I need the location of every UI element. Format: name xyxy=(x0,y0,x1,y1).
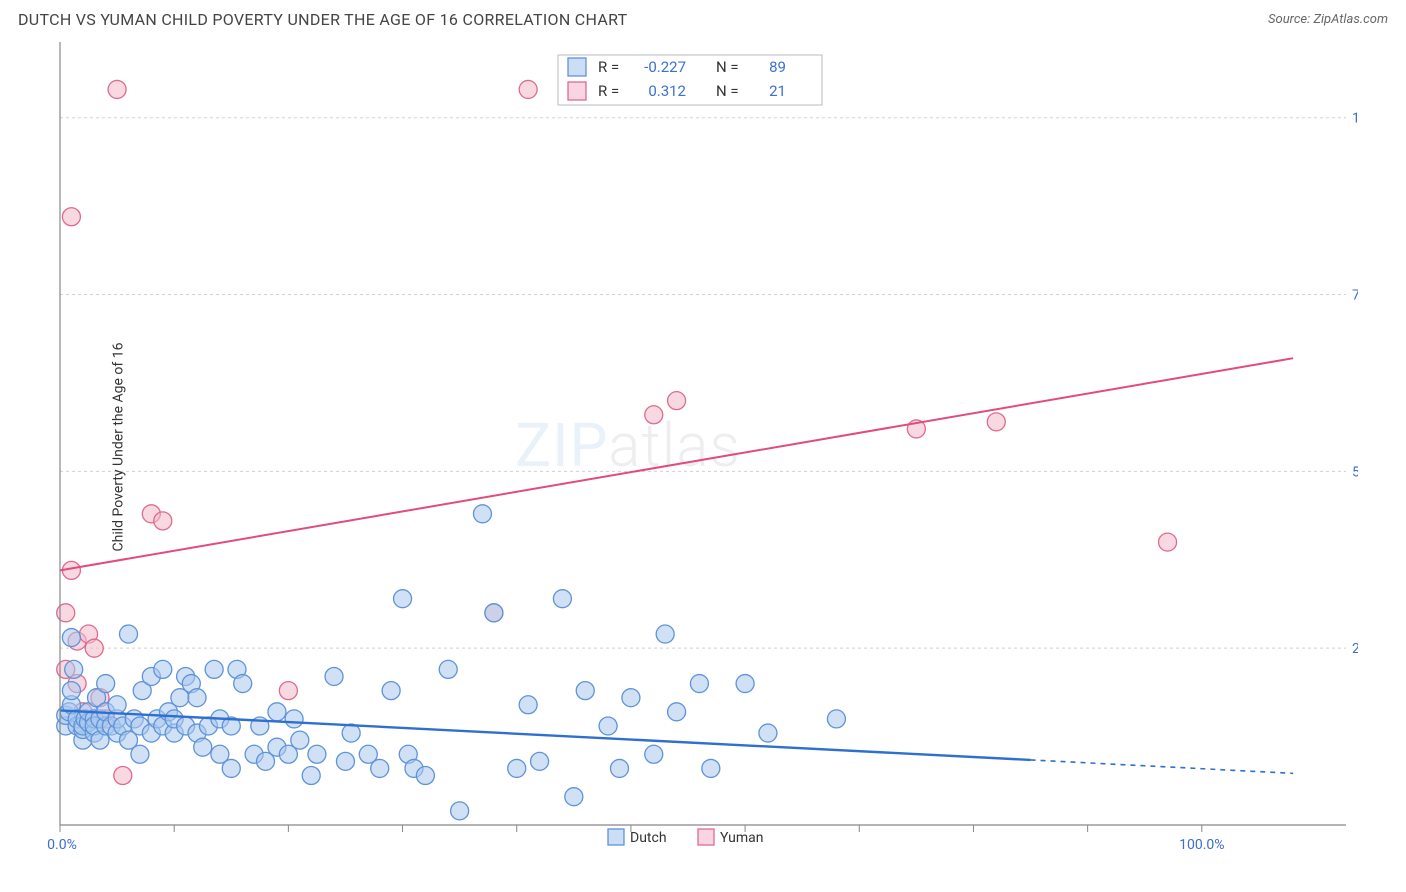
dutch-point xyxy=(62,629,80,647)
dutch-point xyxy=(736,675,754,693)
svg-text:R =: R = xyxy=(598,58,619,76)
dutch-point xyxy=(394,590,412,608)
dutch-point xyxy=(508,759,526,777)
svg-text:N =: N = xyxy=(716,58,739,76)
yuman-legend-swatch xyxy=(568,82,586,100)
dutch-point xyxy=(234,675,252,693)
dutch-point xyxy=(622,689,640,707)
yuman-bottom-label: Yuman xyxy=(720,830,763,846)
yuman-bottom-swatch xyxy=(698,829,714,845)
dutch-point xyxy=(336,752,354,770)
dutch-point xyxy=(599,717,617,735)
source-name: ZipAtlas.com xyxy=(1313,12,1388,27)
svg-text:0.0%: 0.0% xyxy=(47,837,77,853)
dutch-point xyxy=(120,625,138,643)
dutch-point xyxy=(565,788,583,806)
yuman-point xyxy=(1159,533,1177,551)
dutch-point xyxy=(302,766,320,784)
yuman-point xyxy=(85,639,103,657)
dutch-bottom-label: Dutch xyxy=(630,830,667,846)
yuman-point xyxy=(108,80,126,98)
dutch-point xyxy=(416,766,434,784)
dutch-point xyxy=(519,696,537,714)
dutch-point xyxy=(131,745,149,763)
svg-text:100.0%: 100.0% xyxy=(1352,111,1358,127)
svg-text:0.312: 0.312 xyxy=(648,82,686,100)
dutch-point xyxy=(759,724,777,742)
y-axis-label: Child Poverty Under the Age of 16 xyxy=(111,343,127,552)
svg-text:25.0%: 25.0% xyxy=(1352,641,1358,657)
yuman-point xyxy=(987,413,1005,431)
dutch-point xyxy=(222,759,240,777)
dutch-point xyxy=(576,682,594,700)
dutch-point xyxy=(473,505,491,523)
dutch-point xyxy=(62,682,80,700)
dutch-point xyxy=(485,604,503,622)
dutch-point xyxy=(194,738,212,756)
chart-title: DUTCH VS YUMAN CHILD POVERTY UNDER THE A… xyxy=(18,10,628,29)
dutch-point xyxy=(108,696,126,714)
scatter-chart: 25.0% 50.0% 75.0% 100.0% ZIPatlas 0.0% 100.0% R… xyxy=(18,37,1358,857)
dutch-point xyxy=(702,759,720,777)
dutch-point xyxy=(291,731,309,749)
dutch-point xyxy=(268,703,286,721)
dutch-trend-line-extended xyxy=(1031,760,1294,773)
dutch-point xyxy=(553,590,571,608)
yuman-point xyxy=(519,80,537,98)
dutch-point xyxy=(827,710,845,728)
dutch-point xyxy=(205,660,223,678)
yuman-point xyxy=(279,682,297,700)
chart-area: Child Poverty Under the Age of 16 25.0% 5… xyxy=(18,37,1388,857)
dutch-point xyxy=(668,703,686,721)
svg-text:ZIPatlas: ZIPatlas xyxy=(515,410,741,481)
svg-text:100.0%: 100.0% xyxy=(1179,837,1224,853)
yuman-trend-line xyxy=(60,358,1293,570)
chart-header: DUTCH VS YUMAN CHILD POVERTY UNDER THE A… xyxy=(0,0,1406,37)
dutch-point xyxy=(371,759,389,777)
dutch-point xyxy=(285,710,303,728)
dutch-point xyxy=(645,745,663,763)
svg-text:75.0%: 75.0% xyxy=(1352,288,1358,304)
svg-text:89: 89 xyxy=(769,58,786,76)
dutch-point xyxy=(531,752,549,770)
svg-text:-0.227: -0.227 xyxy=(644,58,686,76)
yuman-point xyxy=(62,208,80,226)
dutch-point xyxy=(656,625,674,643)
svg-text:N =: N = xyxy=(716,82,739,100)
dutch-point xyxy=(325,667,343,685)
dutch-point xyxy=(154,660,172,678)
source-prefix: Source: xyxy=(1268,12,1313,27)
dutch-point xyxy=(97,675,115,693)
dutch-bottom-swatch xyxy=(608,829,624,845)
dutch-legend-swatch xyxy=(568,58,586,76)
svg-text:21: 21 xyxy=(769,82,786,100)
dutch-point xyxy=(308,745,326,763)
source-attribution: Source: ZipAtlas.com xyxy=(1268,12,1388,27)
svg-text:50.0%: 50.0% xyxy=(1352,464,1358,480)
dutch-point xyxy=(690,675,708,693)
dutch-point xyxy=(439,660,457,678)
dutch-point xyxy=(382,682,400,700)
yuman-point xyxy=(645,406,663,424)
yuman-point xyxy=(668,392,686,410)
dutch-point xyxy=(65,660,83,678)
yuman-point xyxy=(114,766,132,784)
svg-text:R =: R = xyxy=(598,82,619,100)
dutch-point xyxy=(451,802,469,820)
yuman-point xyxy=(154,512,172,530)
dutch-point xyxy=(610,759,628,777)
dutch-point xyxy=(188,689,206,707)
